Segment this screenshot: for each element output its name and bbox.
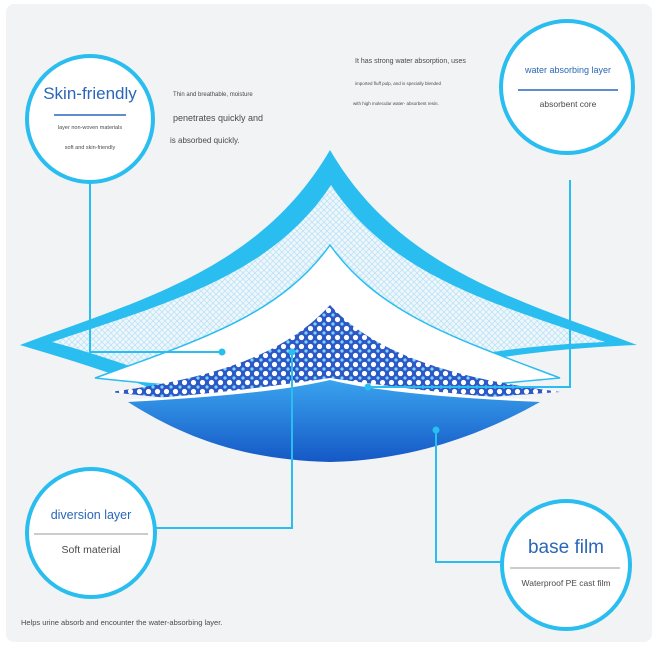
circle-absorbing-layer xyxy=(499,19,635,155)
absorb-desc-line1: It has strong water absorption, uses xyxy=(355,58,466,65)
skin-friendly-title: Skin-friendly xyxy=(43,84,137,103)
absorbing-layer-sub: absorbent core xyxy=(539,99,597,109)
diversion-layer-sub: Soft material xyxy=(61,544,121,556)
skin-friendly-line2: soft and skin-friendly xyxy=(64,145,116,151)
skin-friendly-line1: layer non-woven materials xyxy=(57,125,123,131)
skin-desc-line1: Thin and breathable, moisture xyxy=(173,92,253,98)
dot-diversion xyxy=(288,348,296,356)
connector-skin xyxy=(89,182,222,353)
absorbing-layer-title: water absorbing layer xyxy=(524,65,612,75)
diversion-layer-shape xyxy=(110,305,560,406)
skin-desc-line3: is absorbed quickly. xyxy=(170,136,240,145)
connector-lines xyxy=(89,180,571,563)
connector-basefilm xyxy=(435,430,503,563)
callout-circles xyxy=(25,19,635,631)
dot-skin xyxy=(218,348,226,356)
circle-base-film xyxy=(500,499,632,631)
circle-diversion-layer xyxy=(25,467,157,599)
dot-basefilm xyxy=(432,426,440,434)
connector-absorb xyxy=(368,180,571,388)
dot-absorb xyxy=(364,383,372,391)
absorb-desc-line3: with high molecular water- absorbent res… xyxy=(353,101,439,106)
diversion-desc: Helps urine absorb and encounter the wat… xyxy=(21,618,223,627)
connector-dots xyxy=(218,348,440,434)
circle-dividers xyxy=(34,89,620,569)
skin-desc-line2: penetrates quickly and xyxy=(173,113,264,123)
diversion-layer-title: diversion layer xyxy=(50,508,132,522)
circle-skin-friendly xyxy=(25,54,155,184)
absorb-desc-line2: imported fluff pulp, and is specially bl… xyxy=(355,81,441,86)
base-film-title: base film xyxy=(527,537,605,558)
base-film-sub: Waterproof PE cast film xyxy=(521,578,611,588)
connector-diversion xyxy=(155,352,293,529)
